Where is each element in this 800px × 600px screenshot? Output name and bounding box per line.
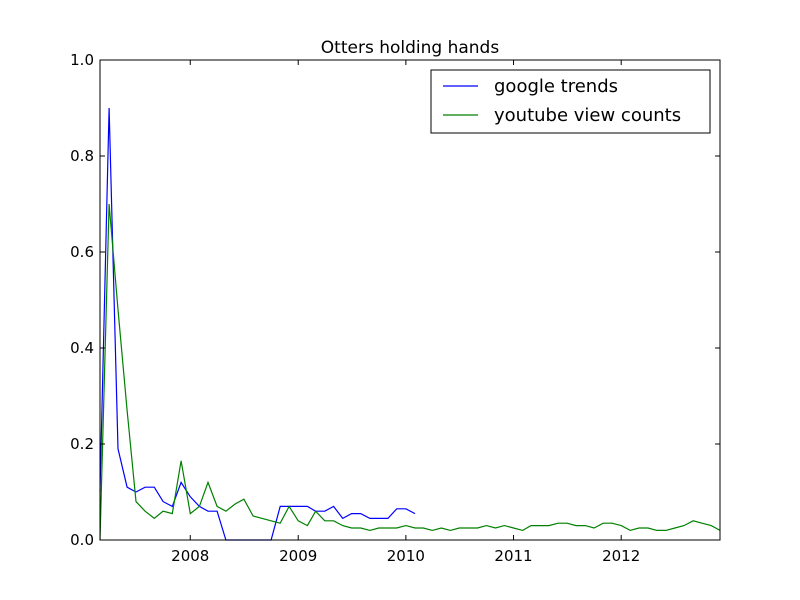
legend-label-youtube-view-counts: youtube view counts (494, 105, 681, 126)
x-tick-label: 2009 (279, 547, 317, 565)
legend: google trends youtube view counts (430, 69, 711, 134)
x-tick-label: 2010 (387, 547, 425, 565)
y-tick-label: 0.2 (70, 435, 94, 453)
chart-title: Otters holding hands (321, 38, 500, 58)
plot-frame (99, 59, 721, 541)
series-line-google-trends (99, 107, 416, 541)
series-layer (99, 107, 721, 541)
y-tick-label: 0.4 (70, 339, 94, 357)
y-tick-label: 0.8 (70, 147, 94, 165)
legend-label-google-trends: google trends (494, 76, 618, 97)
y-tick-label: 1.0 (70, 51, 94, 69)
tick-layer: 0.0 0.2 0.4 0.6 0.8 1.0 2008 2009 2010 2011 2012 (70, 51, 720, 565)
y-tick-label: 0.6 (70, 243, 94, 261)
y-tick-label: 0.0 (70, 531, 94, 549)
x-tick-label: 2012 (602, 547, 640, 565)
x-tick-label: 2008 (171, 547, 209, 565)
x-tick-label: 2011 (494, 547, 532, 565)
series-line-youtube-view-counts (99, 203, 721, 541)
legend-box (430, 69, 711, 134)
